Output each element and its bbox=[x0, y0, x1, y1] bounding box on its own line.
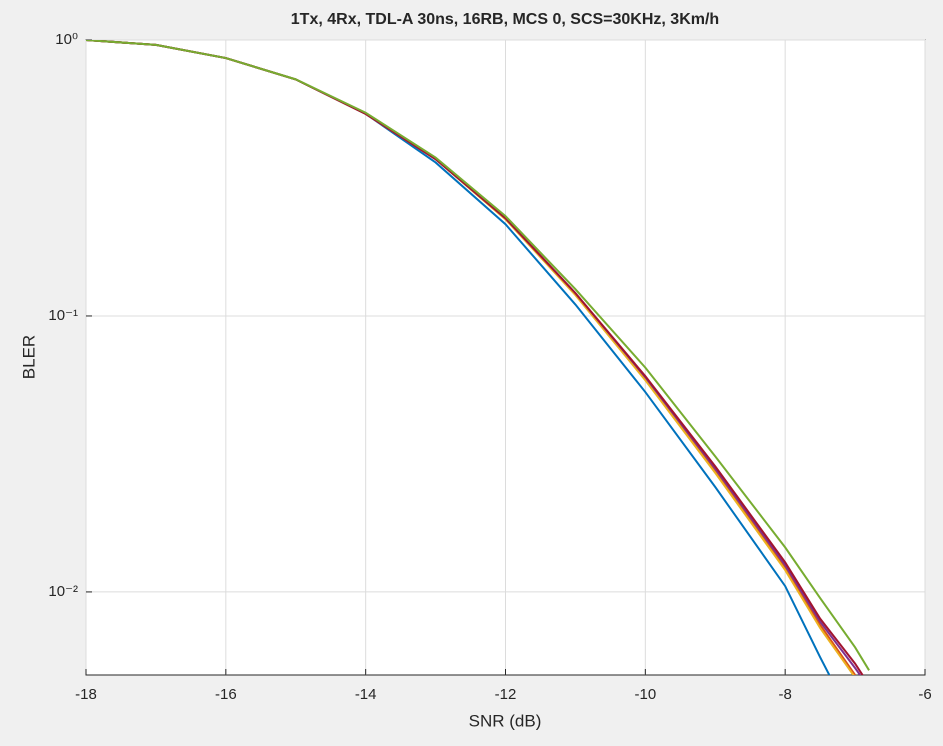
x-axis-label: SNR (dB) bbox=[469, 711, 542, 730]
x-tick-label: -12 bbox=[495, 686, 517, 703]
y-tick-label: 10⁻¹ bbox=[48, 307, 78, 324]
x-tick-label: -10 bbox=[634, 686, 656, 703]
x-tick-label: -16 bbox=[215, 686, 237, 703]
x-tick-label: -14 bbox=[355, 686, 377, 703]
x-tick-label: -6 bbox=[918, 686, 931, 703]
y-axis-label: BLER bbox=[19, 335, 38, 379]
y-tick-label: 10⁰ bbox=[55, 31, 78, 48]
x-tick-label: -18 bbox=[75, 686, 97, 703]
series-line bbox=[86, 40, 870, 671]
chart-title: 1Tx, 4Rx, TDL-A 30ns, 16RB, MCS 0, SCS=3… bbox=[291, 11, 719, 28]
x-tick-label: -8 bbox=[778, 686, 791, 703]
plot-lines bbox=[86, 40, 870, 675]
y-tick-label: 10⁻² bbox=[48, 583, 78, 600]
